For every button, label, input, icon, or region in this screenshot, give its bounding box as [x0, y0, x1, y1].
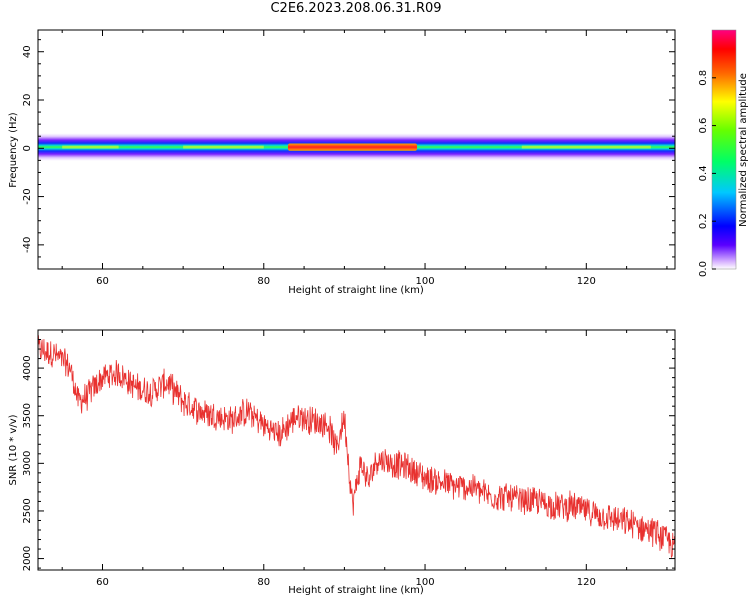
spectrogram-y-tick-label: 0 [22, 145, 33, 151]
spectrogram-y-tick-label: -20 [22, 188, 33, 204]
colorbar-frame [711, 29, 737, 270]
snr-y-tick-label: 2500 [22, 498, 33, 523]
snr-x-ticks: 60 80 100 120 [61, 330, 668, 588]
snr-y-tick-label: 4000 [22, 355, 33, 380]
spectrogram-x-tick-label: 60 [96, 276, 109, 287]
spectrogram-x-label: Height of straight line (km) [288, 285, 424, 296]
snr-plot-area [38, 330, 675, 570]
snr-y-tick-label: 3500 [22, 403, 33, 428]
colorbar-tick-label: 0.4 [698, 165, 709, 181]
colorbar-gradient [712, 30, 736, 269]
colorbar-ticks: 0.0 0.2 0.4 0.6 0.8 [698, 70, 716, 277]
spectrogram-y-tick-label: 20 [22, 94, 33, 107]
snr-x-tick-label: 60 [96, 577, 109, 588]
snr-y-tick-label: 2000 [22, 546, 33, 571]
spectrogram-x-tick-label: 100 [415, 276, 434, 287]
snr-y-label: SNR (10 * v/v) [8, 414, 19, 485]
snr-frame [37, 329, 676, 571]
colorbar-tick-label: 0.0 [698, 261, 709, 277]
snr-x-tick-label: 120 [577, 577, 596, 588]
snr-y-ticks: 2000 2500 3000 3500 4000 [22, 329, 675, 571]
spectrogram-y-ticks: -40 -20 0 20 40 [22, 39, 675, 270]
spectrogram-panel: 60 80 100 120 -40 -20 0 20 40 Height of straigh… [8, 29, 676, 296]
spectrogram-x-tick-label: 120 [577, 276, 596, 287]
spectrogram-band-core [287, 143, 417, 151]
figure-title: C2E6.2023.208.06.31.R09 [270, 1, 442, 16]
spectrogram-band-highlight [62, 145, 119, 149]
spectrogram-y-tick-label: -40 [22, 237, 33, 253]
snr-y-tick-label: 3000 [22, 451, 33, 476]
colorbar-tick-label: 0.2 [698, 213, 709, 229]
colorbar-tick-label: 0.8 [698, 70, 709, 86]
spectrogram-band-highlight [521, 145, 651, 149]
snr-x-label: Height of straight line (km) [288, 585, 424, 596]
snr-series-line [38, 335, 675, 558]
spectrogram-frame [37, 29, 676, 270]
spectrogram-band-highlight [183, 145, 264, 149]
spectrogram-x-ticks: 60 80 100 120 [61, 30, 668, 287]
spectrogram-y-tick-label: 40 [22, 45, 33, 58]
spectrogram-band [38, 133, 675, 161]
snr-x-tick-label: 80 [257, 577, 270, 588]
spectrogram-y-label: Frequency (Hz) [8, 112, 19, 188]
colorbar: 0.0 0.2 0.4 0.6 0.8 Normalized spectral ampl… [698, 29, 749, 277]
spectrogram-x-tick-label: 80 [257, 276, 270, 287]
snr-panel: 60 80 100 120 2000 2500 3000 3500 4000 Height o… [8, 329, 676, 596]
colorbar-label: Normalized spectral amplitude [738, 73, 749, 227]
colorbar-tick-label: 0.6 [698, 118, 709, 134]
snr-x-tick-label: 100 [415, 577, 434, 588]
